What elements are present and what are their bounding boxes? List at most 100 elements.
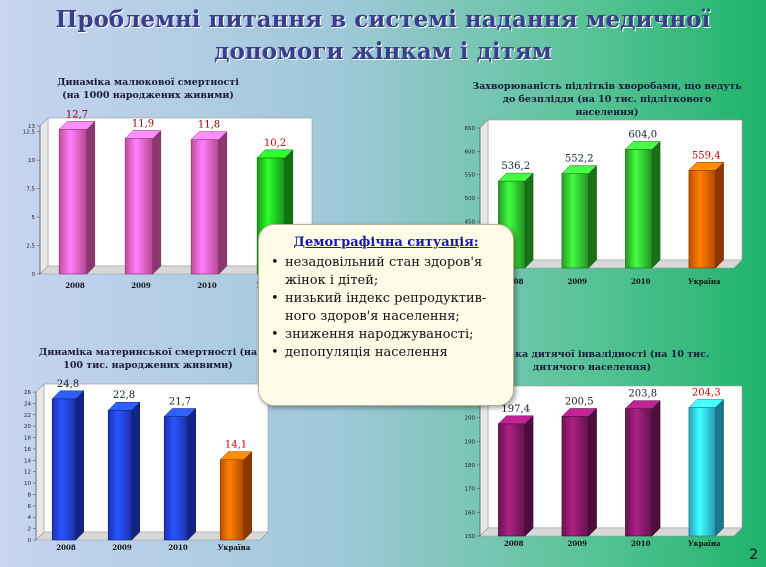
category-label: 2009 — [568, 539, 588, 548]
category-label: 2009 — [568, 277, 588, 286]
plot-side-wall — [39, 117, 49, 275]
category-label: 2010 — [631, 539, 651, 548]
bar-value-label: 10,2 — [264, 138, 286, 149]
y-tick-label: 22 — [24, 413, 31, 419]
child-disability-chart: Динаміка дитячої інвалідності (на 10 тис… — [452, 346, 752, 558]
category-label: Україна — [218, 543, 251, 552]
bar — [625, 149, 653, 269]
y-tick-label: 160 — [465, 510, 476, 516]
y-tick-label: 2,5 — [26, 244, 35, 250]
page-number: 2 — [749, 547, 758, 563]
y-tick-label: 18 — [24, 436, 31, 442]
bar-side — [715, 398, 724, 537]
bar-value-label: 536,2 — [501, 161, 530, 172]
y-tick-label: 550 — [465, 173, 476, 179]
chart-title: Динаміка дитячої інвалідності (на 10 тис… — [474, 349, 710, 373]
bar-value-label: 21,7 — [169, 396, 191, 407]
bar-value-label: 24,8 — [57, 379, 79, 390]
slide-title: Проблемні питання в системі надання меди… — [55, 6, 711, 65]
bar-value-label: 12,7 — [66, 109, 88, 120]
y-tick-label: 26 — [24, 390, 31, 396]
category-label: 2009 — [112, 543, 132, 552]
category-label: 2008 — [56, 543, 76, 552]
bar-side — [524, 172, 534, 269]
y-tick-label: 4 — [28, 515, 32, 521]
bar — [561, 416, 589, 537]
y-tick-label: 0 — [32, 272, 36, 278]
y-tick-label: 150 — [465, 534, 476, 540]
y-tick-label: 180 — [465, 463, 476, 469]
bar-top — [624, 141, 661, 150]
category-label: Україна — [688, 539, 721, 548]
bar — [498, 423, 526, 537]
demographic-item: незадовільний стан здоров'я жінок і діте… — [271, 254, 507, 290]
category-label: 2010 — [168, 543, 188, 552]
bar-side — [651, 140, 661, 269]
bar-value-label: 552,2 — [565, 154, 594, 165]
bar-value-label: 559,4 — [692, 150, 721, 161]
category-label: 2010 — [631, 277, 651, 286]
category-label: 2008 — [65, 281, 85, 290]
y-tick-label: 10 — [28, 158, 35, 164]
demographic-item: зниження народжуваності; — [271, 326, 507, 344]
bar — [107, 409, 133, 541]
bar — [124, 138, 154, 275]
bar-top — [219, 451, 253, 460]
bar-top — [497, 172, 534, 182]
bar-top — [256, 149, 294, 159]
bar-side — [218, 131, 228, 275]
y-tick-label: 7,5 — [26, 187, 35, 193]
y-tick-label: 5 — [32, 215, 36, 221]
maternal-mortality-chart: Динаміка материнської смертності (на 100… — [24, 344, 272, 556]
bar-side — [75, 390, 85, 541]
bar-top — [497, 415, 534, 425]
plot-side-wall — [479, 385, 489, 537]
bar-top — [624, 400, 661, 409]
y-tick-label: 450 — [465, 219, 476, 225]
bar-side — [86, 120, 96, 275]
bar — [58, 129, 88, 275]
bar-value-label: 11,8 — [198, 120, 220, 131]
y-tick-label: 13 — [28, 124, 35, 130]
demographic-heading: Демографічна ситуація: — [293, 235, 479, 250]
bar-value-label: 204,3 — [692, 387, 721, 398]
bar-value-label: 604,0 — [628, 129, 657, 140]
infant-mortality-chart: Динаміка малюкової смертності (на 1000 н… — [23, 74, 318, 298]
y-tick-label: 6 — [28, 504, 32, 510]
y-tick-label: 190 — [465, 439, 476, 445]
y-tick-label: 170 — [465, 487, 476, 493]
bar-top — [107, 401, 141, 411]
y-tick-label: 500 — [465, 196, 476, 202]
bar — [190, 139, 220, 275]
bar — [625, 408, 653, 537]
chart-title: Динаміка материнської смертності (на 100… — [38, 347, 258, 371]
bar-top — [163, 408, 197, 417]
category-label: 2009 — [131, 281, 151, 290]
plot-side-wall — [35, 383, 45, 541]
bar-value-label: 203,8 — [628, 389, 657, 400]
bar — [688, 407, 716, 537]
y-tick-label: 600 — [465, 149, 476, 155]
bar-side — [715, 161, 724, 269]
bar-top — [124, 130, 162, 139]
bar-side — [243, 451, 253, 541]
y-tick-label: 20 — [24, 424, 31, 430]
bar — [163, 416, 189, 541]
demographic-item: депопуляція населення — [271, 344, 507, 362]
bar — [219, 459, 245, 541]
bar — [688, 169, 716, 269]
bar-side — [152, 129, 162, 275]
bar-side — [651, 400, 661, 537]
y-tick-label: 2 — [28, 527, 32, 533]
bar-side — [588, 165, 597, 269]
bar-side — [524, 415, 534, 537]
category-label: Україна — [688, 277, 721, 286]
bar-side — [588, 407, 597, 537]
y-tick-label: 200 — [465, 416, 476, 422]
bar-top — [688, 399, 725, 408]
demographic-list: незадовільний стан здоров'я жінок і діте… — [259, 254, 513, 362]
chart-plot: 150 160 170 180 190 200 197,4 2008 200,5 2009 203,… — [465, 385, 743, 548]
y-tick-label: 16 — [24, 447, 31, 453]
category-label: 2010 — [197, 281, 217, 290]
bar-value-label: 200,5 — [565, 396, 594, 407]
